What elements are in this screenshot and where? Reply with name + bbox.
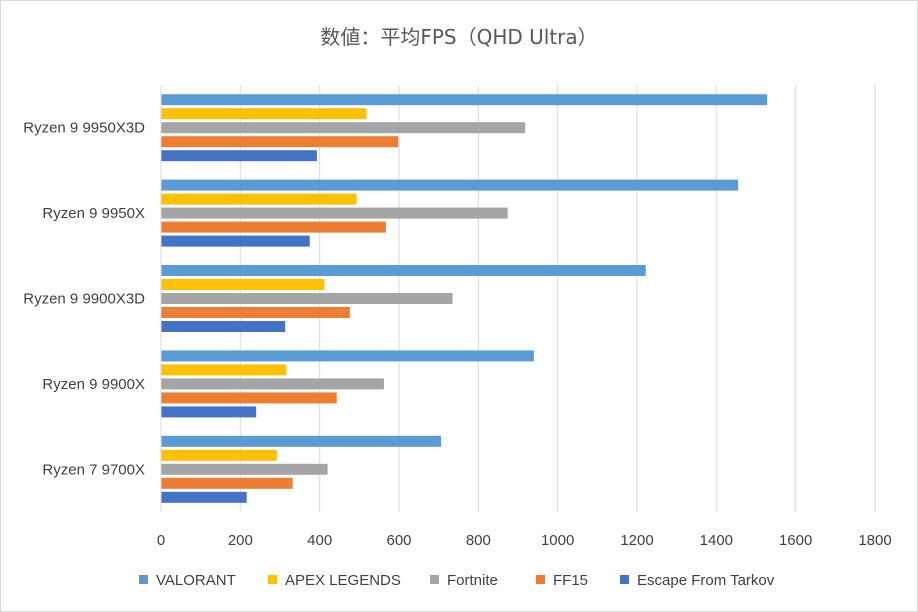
category-axis: Ryzen 9 9950X3D Ryzen 9 9950X Ryzen 9 9900… [23, 85, 162, 512]
legend-swatch [139, 575, 148, 584]
legend: VALORANT APEX LEGENDS Fortnite FF15 Escape F… [139, 572, 775, 589]
legend-label: Fortnite [447, 572, 498, 589]
bar-valorant [161, 435, 442, 447]
bars [161, 94, 768, 503]
legend-item: FF15 [536, 572, 588, 589]
legend-label: VALORANT [156, 572, 236, 589]
legend-swatch [536, 575, 545, 584]
category-label: Ryzen 9 9950X3D [23, 120, 145, 137]
bar-fortnite [161, 378, 384, 390]
x-tick-label: 0 [157, 532, 165, 549]
bar-escape-from-tarkov [161, 491, 247, 503]
bar-fortnite [161, 207, 508, 219]
legend-item: Escape From Tarkov [620, 572, 775, 589]
x-tick-label: 1600 [779, 532, 812, 549]
category-label: Ryzen 7 9700X [42, 461, 145, 478]
bar-escape-from-tarkov [161, 150, 317, 162]
bar-ff15 [161, 221, 386, 233]
bar-ff15 [161, 307, 350, 318]
category-label: Ryzen 9 9950X [42, 205, 145, 222]
bar-ff15 [161, 477, 293, 489]
bar-fortnite [161, 293, 453, 304]
legend-swatch [268, 575, 277, 584]
bar-escape-from-tarkov [161, 406, 257, 418]
legend-item: VALORANT [139, 572, 236, 589]
bar-valorant [161, 265, 646, 276]
value-axis: 0 200 400 600 800 1000 1200 1400 1600 1800 [157, 532, 892, 549]
bar-valorant [161, 94, 768, 106]
bar-fortnite [161, 122, 526, 134]
x-tick-label: 1400 [700, 532, 733, 549]
x-tick-label: 1000 [541, 532, 574, 549]
legend-label: FF15 [553, 572, 588, 589]
legend-item: APEX LEGENDS [268, 572, 401, 589]
bar-ff15 [161, 392, 337, 404]
bar-escape-from-tarkov [161, 321, 286, 332]
bar-apex-legends [161, 108, 367, 120]
category-label: Ryzen 9 9900X [42, 376, 145, 393]
chart-title: 数値：平均FPS（QHD Ultra） [320, 25, 597, 49]
x-tick-label: 200 [228, 532, 253, 549]
bar-apex-legends [161, 279, 325, 290]
x-tick-label: 800 [466, 532, 491, 549]
x-tick-label: 1200 [620, 532, 653, 549]
x-tick-label: 1800 [858, 532, 891, 549]
legend-swatch [430, 575, 439, 584]
bar-ff15 [161, 136, 399, 148]
bar-valorant [161, 179, 739, 191]
bar-apex-legends [161, 449, 277, 461]
bar-fortnite [161, 463, 328, 475]
bar-apex-legends [161, 364, 287, 376]
legend-label: APEX LEGENDS [285, 572, 401, 589]
legend-item: Fortnite [430, 572, 498, 589]
bar-apex-legends [161, 193, 357, 205]
category-label: Ryzen 9 9900X3D [23, 291, 145, 308]
legend-label: Escape From Tarkov [637, 572, 775, 589]
x-tick-label: 600 [386, 532, 411, 549]
x-tick-label: 400 [307, 532, 332, 549]
bar-valorant [161, 350, 534, 362]
legend-swatch [620, 575, 629, 584]
bar-escape-from-tarkov [161, 235, 310, 247]
